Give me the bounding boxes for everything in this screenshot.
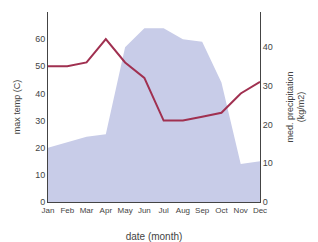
svg-text:Jan: Jan [42, 206, 55, 215]
svg-text:20: 20 [35, 143, 45, 153]
svg-text:Apr: Apr [100, 206, 113, 215]
svg-text:20: 20 [263, 120, 273, 130]
svg-text:Nov: Nov [234, 206, 248, 215]
svg-text:Feb: Feb [60, 206, 74, 215]
svg-text:50: 50 [35, 61, 45, 71]
svg-text:med. precipitation(kg/m2): med. precipitation(kg/m2) [285, 71, 307, 142]
svg-text:Sep: Sep [195, 206, 210, 215]
svg-text:date (month): date (month) [126, 231, 183, 242]
svg-text:May: May [118, 206, 133, 215]
svg-text:Dec: Dec [253, 206, 267, 215]
svg-text:0: 0 [40, 197, 45, 207]
svg-text:40: 40 [35, 89, 45, 99]
svg-text:60: 60 [35, 34, 45, 44]
svg-text:Jul: Jul [159, 206, 169, 215]
svg-text:30: 30 [35, 116, 45, 126]
svg-text:0: 0 [263, 197, 268, 207]
svg-text:40: 40 [263, 42, 273, 52]
svg-text:Aug: Aug [176, 206, 190, 215]
svg-text:Jun: Jun [138, 206, 151, 215]
svg-text:10: 10 [35, 170, 45, 180]
svg-text:10: 10 [263, 158, 273, 168]
svg-text:Mar: Mar [80, 206, 94, 215]
svg-text:30: 30 [263, 81, 273, 91]
svg-text:Oct: Oct [215, 206, 228, 215]
svg-text:max temp (C): max temp (C) [12, 80, 22, 135]
